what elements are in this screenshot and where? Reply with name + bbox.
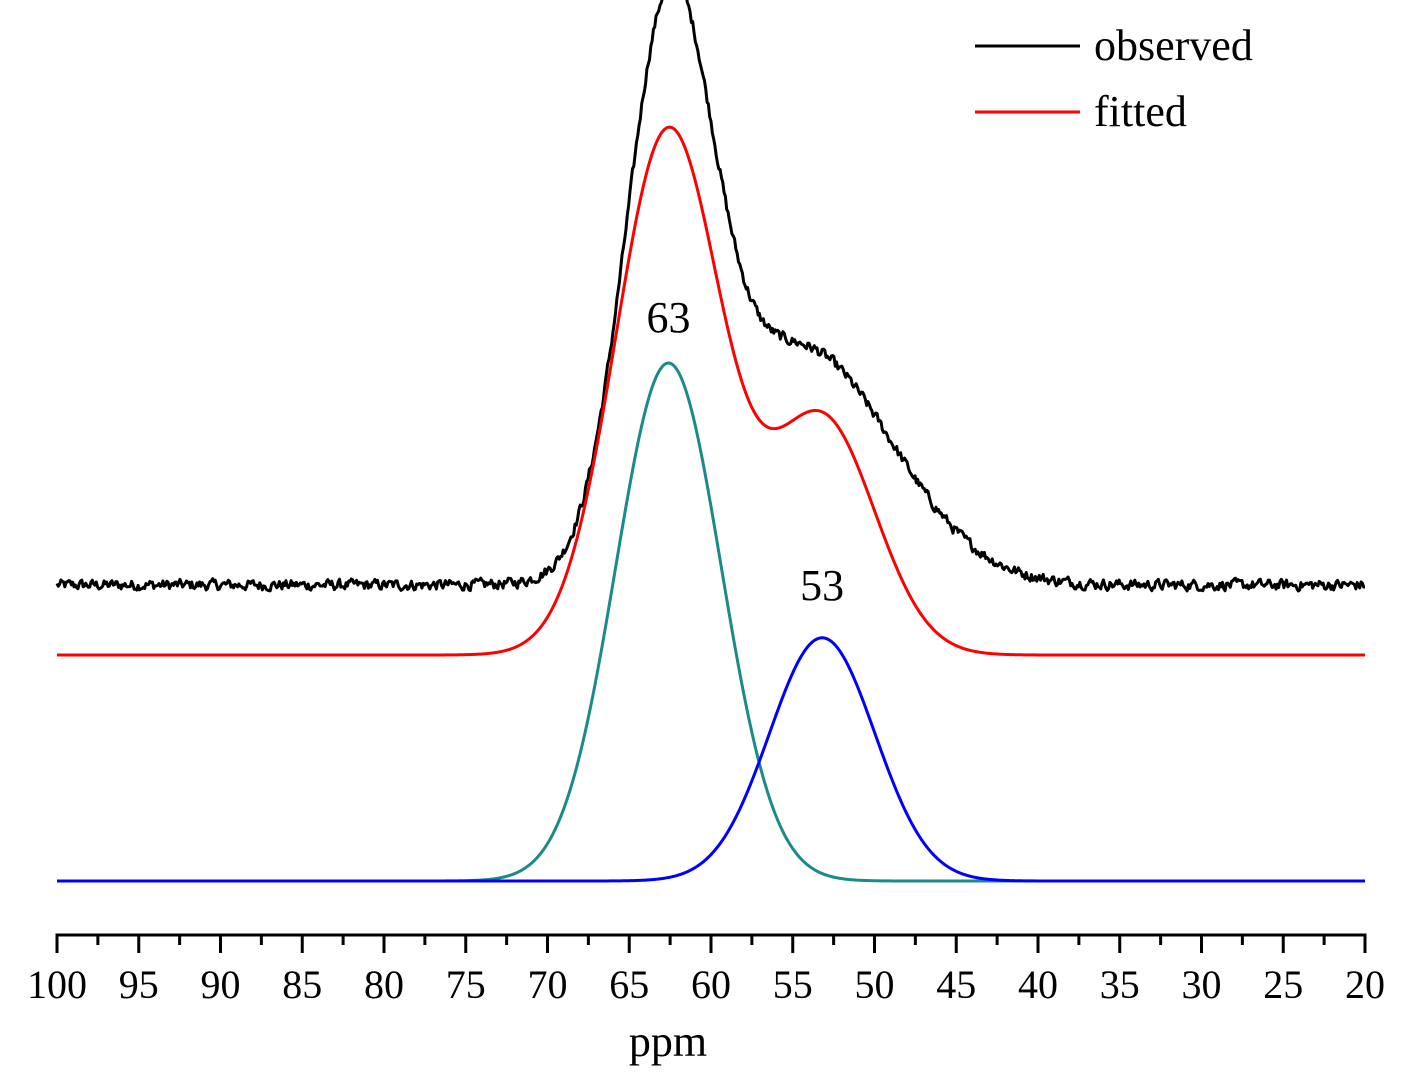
legend-label-observed: observed — [1094, 21, 1253, 70]
x-ticks — [55, 935, 1367, 953]
peak-annotations: 63 53 — [646, 293, 844, 610]
x-tick-label: 40 — [1018, 962, 1058, 1007]
series-line-component-53-ppm — [57, 636, 1365, 883]
x-tick-label: 25 — [1263, 962, 1303, 1007]
series-line-observed — [55, 0, 1366, 593]
x-tick-label: 30 — [1182, 962, 1222, 1007]
x-tick-label: 100 — [27, 962, 87, 1007]
x-tick-label: 20 — [1345, 962, 1385, 1007]
series-line-component-63-ppm — [57, 361, 1365, 883]
x-axis: 100 95 90 85 80 75 70 65 60 55 50 45 40 35 30 25 20 ppm — [27, 933, 1385, 1066]
x-tick-labels: 100 95 90 85 80 75 70 65 60 55 50 45 40 35 30 25 20 — [27, 962, 1385, 1007]
peak-label-63: 63 — [646, 293, 690, 342]
x-tick-label: 90 — [201, 962, 241, 1007]
x-axis-title: ppm — [629, 1017, 707, 1066]
x-tick-label: 50 — [855, 962, 895, 1007]
legend-label-fitted: fitted — [1094, 87, 1187, 136]
x-tick-label: 55 — [773, 962, 813, 1007]
x-tick-label: 85 — [282, 962, 322, 1007]
x-tick-label: 35 — [1100, 962, 1140, 1007]
legend: observed fitted — [975, 21, 1253, 136]
x-tick-label: 70 — [528, 962, 568, 1007]
x-tick-label: 80 — [364, 962, 404, 1007]
x-tick-label: 45 — [936, 962, 976, 1007]
x-tick-label: 60 — [691, 962, 731, 1007]
series-line-fitted — [57, 125, 1365, 657]
peak-label-53: 53 — [800, 561, 844, 610]
plot-lines — [55, 0, 1366, 883]
x-tick-label: 75 — [446, 962, 486, 1007]
x-tick-label: 65 — [609, 962, 649, 1007]
x-tick-label: 95 — [119, 962, 159, 1007]
